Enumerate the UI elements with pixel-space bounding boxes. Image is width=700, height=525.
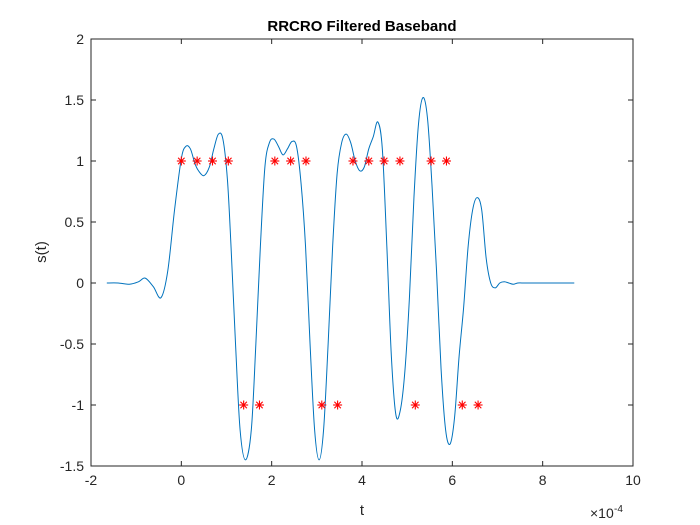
x-tick-label: -2 [85, 472, 98, 488]
sample-marker [223, 156, 233, 166]
y-tick-label: 1.5 [65, 92, 85, 108]
sample-marker [333, 400, 343, 410]
y-tick-label: 0.5 [65, 214, 85, 230]
sample-marker-stroke [380, 157, 388, 165]
y-tick-label: 2 [76, 31, 84, 47]
x-exponent-base: ×10 [590, 505, 614, 521]
sample-marker [254, 400, 264, 410]
sample-marker [176, 156, 186, 166]
sample-marker-stroke [271, 157, 279, 165]
signal-line [106, 97, 575, 461]
sample-marker-stroke [224, 157, 232, 165]
sample-marker-stroke [318, 401, 326, 409]
sample-marker-stroke [193, 157, 201, 165]
sample-marker-stroke [177, 157, 185, 165]
sample-marker [364, 156, 374, 166]
sample-marker [286, 156, 296, 166]
sample-marker [473, 400, 483, 410]
x-tick-label: 10 [625, 472, 641, 488]
x-tick-label: 8 [539, 472, 547, 488]
x-tick-label: 6 [448, 472, 456, 488]
x-exponent-power: -4 [614, 504, 623, 515]
sample-marker-stroke [302, 157, 310, 165]
x-exponent-label: ×10 -4 [590, 504, 623, 521]
sample-marker [410, 400, 420, 410]
sample-marker [457, 400, 467, 410]
data-layer [106, 97, 575, 461]
sample-marker-stroke [458, 401, 466, 409]
plot-area [91, 39, 633, 466]
sample-marker-stroke [442, 157, 451, 165]
axis-ticks: -2 0 2 4 6 8 10 -1.5 -1 -0.5 0 0.5 1 1.5 2 [60, 31, 641, 488]
sample-marker-stroke [240, 401, 248, 409]
sample-marker-stroke [349, 157, 357, 165]
axes-box [90, 38, 634, 467]
y-tick-label: -0.5 [60, 336, 84, 352]
sample-marker [239, 400, 249, 410]
sample-marker [301, 156, 311, 166]
sample-marker-stroke [427, 157, 435, 165]
sample-marker [348, 156, 358, 166]
sample-marker-stroke [333, 401, 342, 409]
y-axis-label: s(t) [33, 241, 50, 263]
sample-marker [207, 156, 217, 166]
sample-marker [317, 400, 327, 410]
x-tick-label: 2 [268, 472, 276, 488]
y-tick-label: -1.5 [60, 458, 84, 474]
x-tick-label: 0 [177, 472, 185, 488]
sample-marker [379, 156, 389, 166]
sample-marker-stroke [396, 157, 404, 165]
sample-marker-stroke [411, 401, 419, 409]
sample-marker-stroke [287, 157, 295, 165]
y-tick-label: -1 [72, 397, 85, 413]
sample-marker [441, 156, 451, 166]
x-tick-label: 4 [358, 472, 366, 488]
sample-marker-stroke [365, 157, 373, 165]
chart-title: RRCRO Filtered Baseband [267, 18, 456, 35]
sample-marker [395, 156, 405, 166]
y-tick-label: 0 [76, 275, 84, 291]
sample-marker [192, 156, 202, 166]
sample-marker [426, 156, 436, 166]
x-axis-label: t [360, 502, 365, 519]
sample-marker-stroke [208, 157, 217, 165]
sample-marker [270, 156, 280, 166]
y-tick-label: 1 [76, 153, 84, 169]
sample-marker-stroke [474, 401, 482, 409]
sample-marker-stroke [255, 401, 264, 409]
